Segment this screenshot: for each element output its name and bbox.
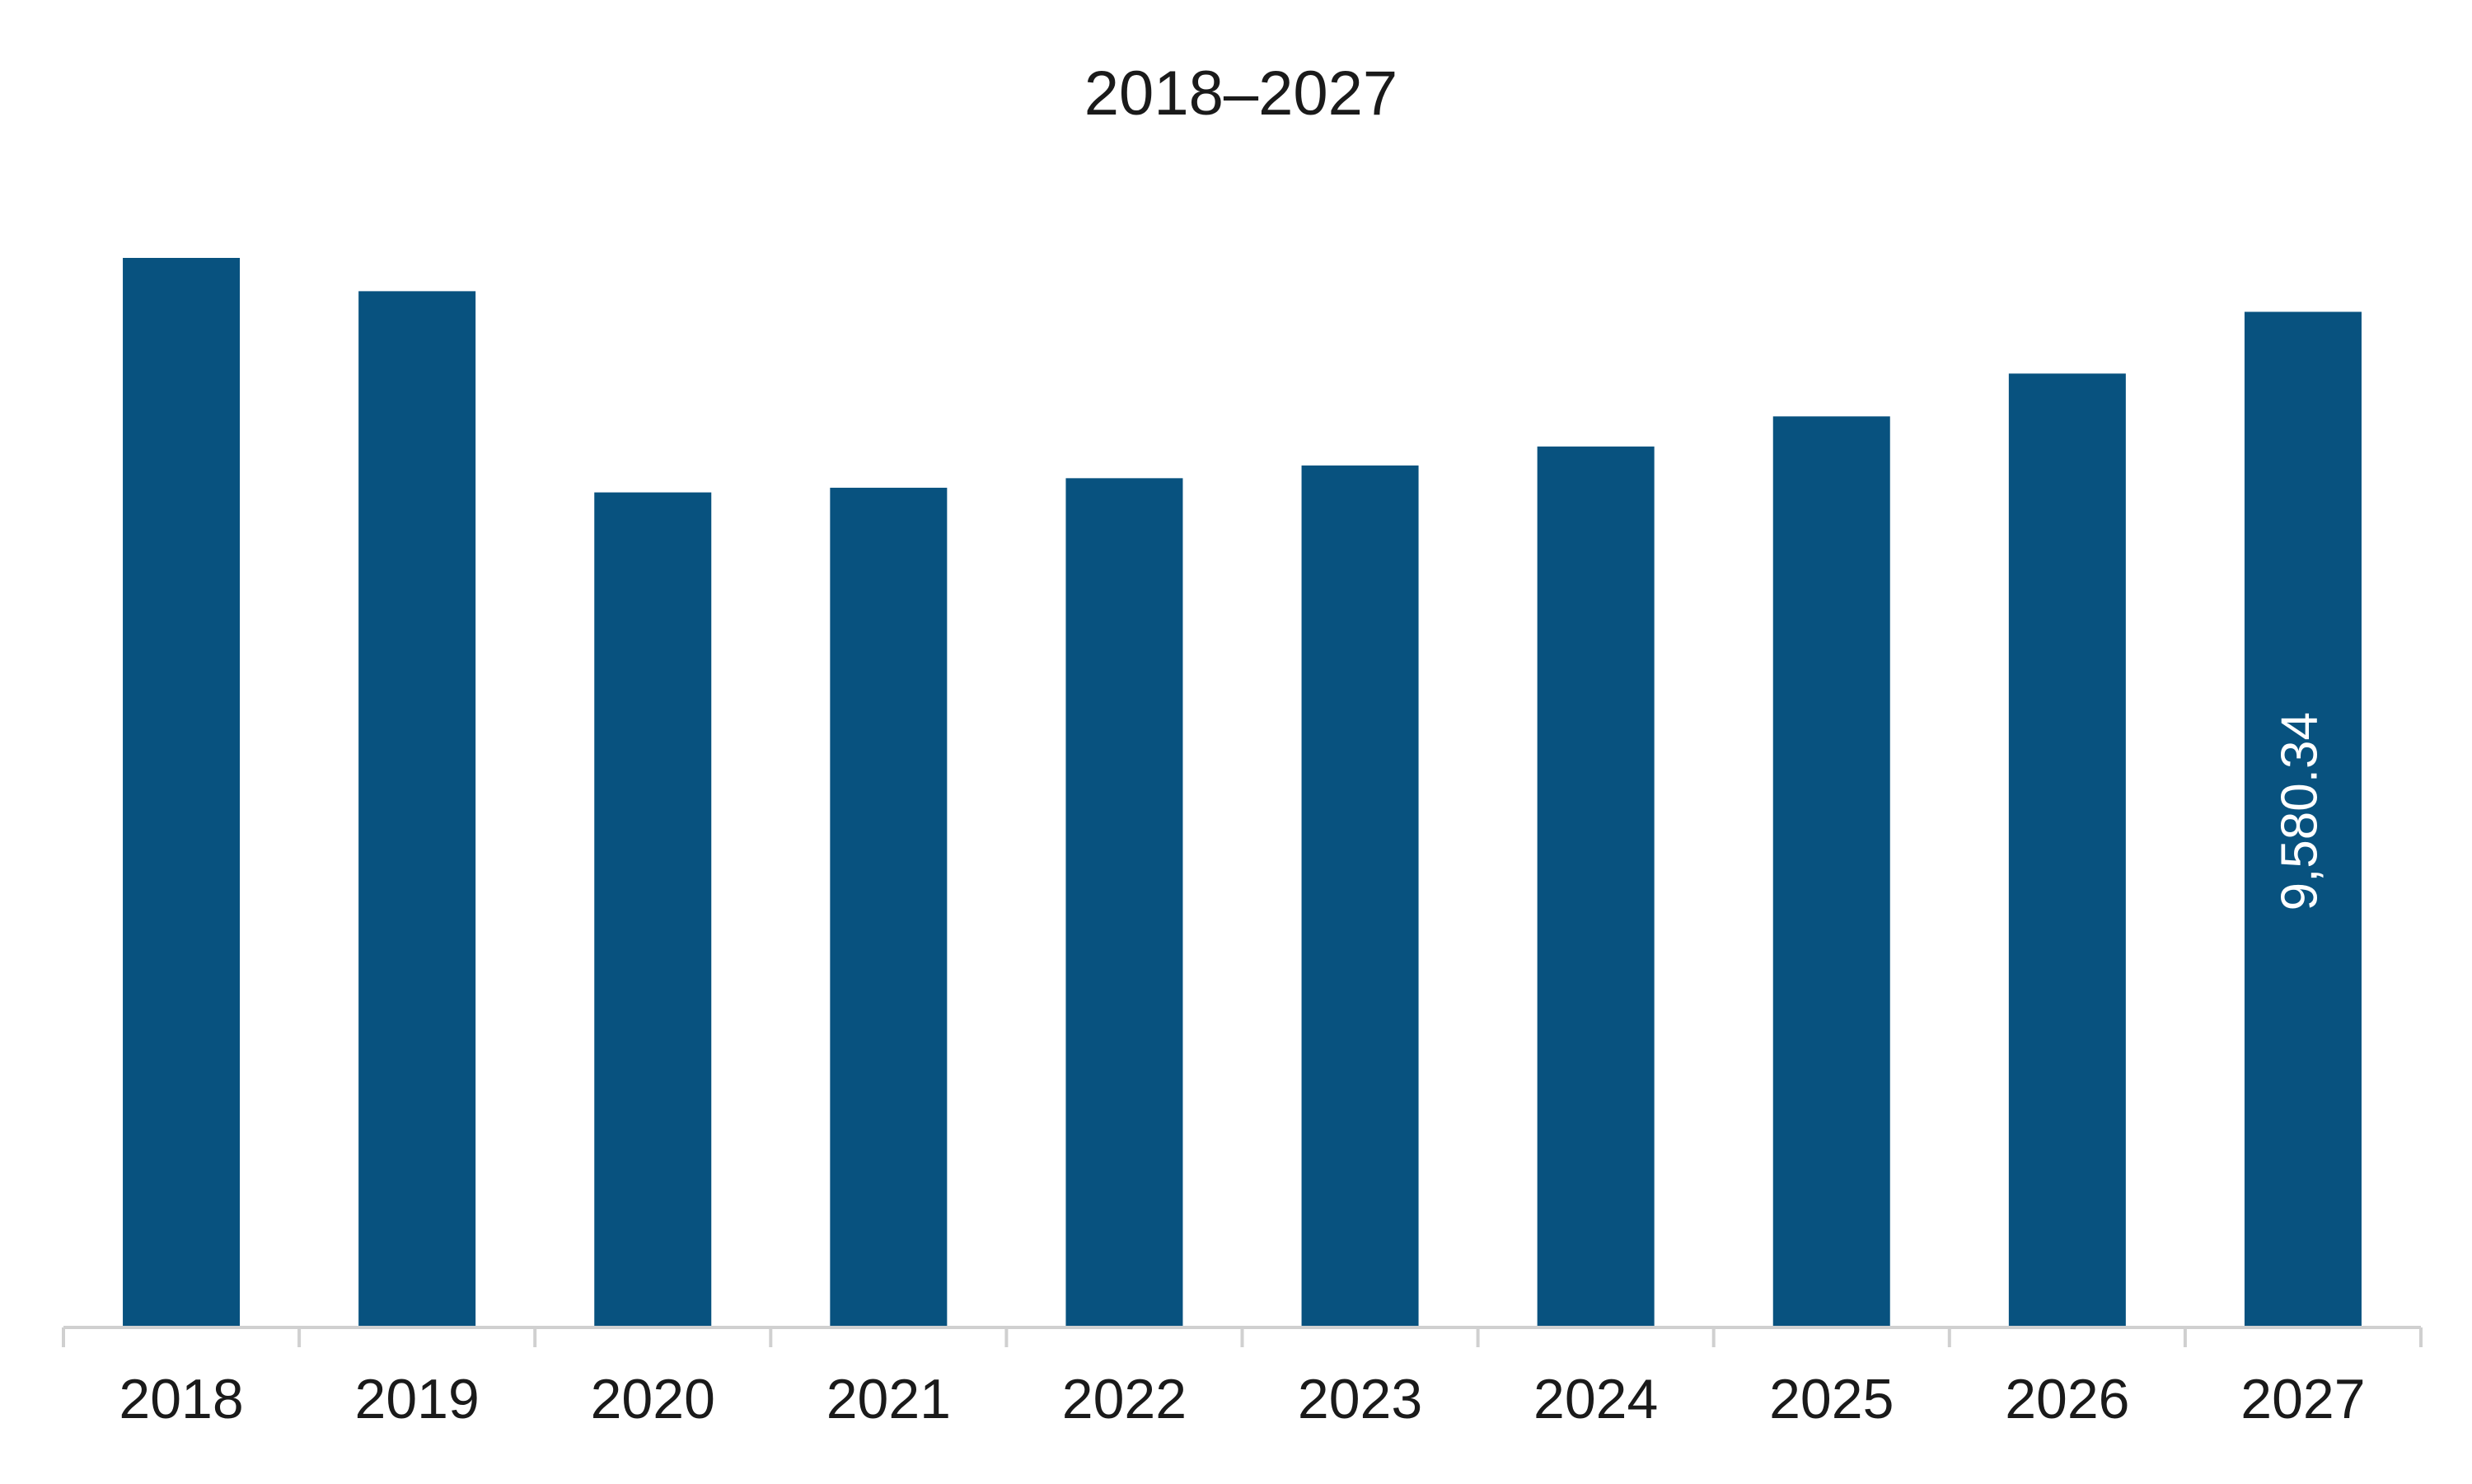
bar (123, 258, 241, 1327)
x-tick-label: 2026 (2005, 1368, 2129, 1430)
x-tick-label: 2024 (1533, 1368, 1658, 1430)
bar (1301, 465, 1419, 1327)
chart-title: 2018–2027 (1084, 59, 1398, 129)
bar (830, 487, 948, 1327)
x-tick-label: 2020 (591, 1368, 715, 1430)
bar (358, 291, 476, 1327)
bar (2244, 311, 2362, 1327)
value-label: 9,580.34 (2271, 712, 2328, 911)
bar (1772, 416, 1890, 1328)
x-tick-label: 2019 (355, 1368, 480, 1430)
x-tick-label: 2025 (1769, 1368, 1894, 1430)
x-tick-label: 2018 (119, 1368, 243, 1430)
bar (1065, 478, 1183, 1328)
x-tick-label: 2021 (826, 1368, 951, 1430)
x-tick-label: 2027 (2240, 1368, 2365, 1430)
bar (2008, 373, 2126, 1328)
bar (1537, 446, 1655, 1327)
x-tick-label: 2023 (1298, 1368, 1422, 1430)
bar (594, 492, 712, 1327)
x-tick-label: 2022 (1062, 1368, 1187, 1430)
